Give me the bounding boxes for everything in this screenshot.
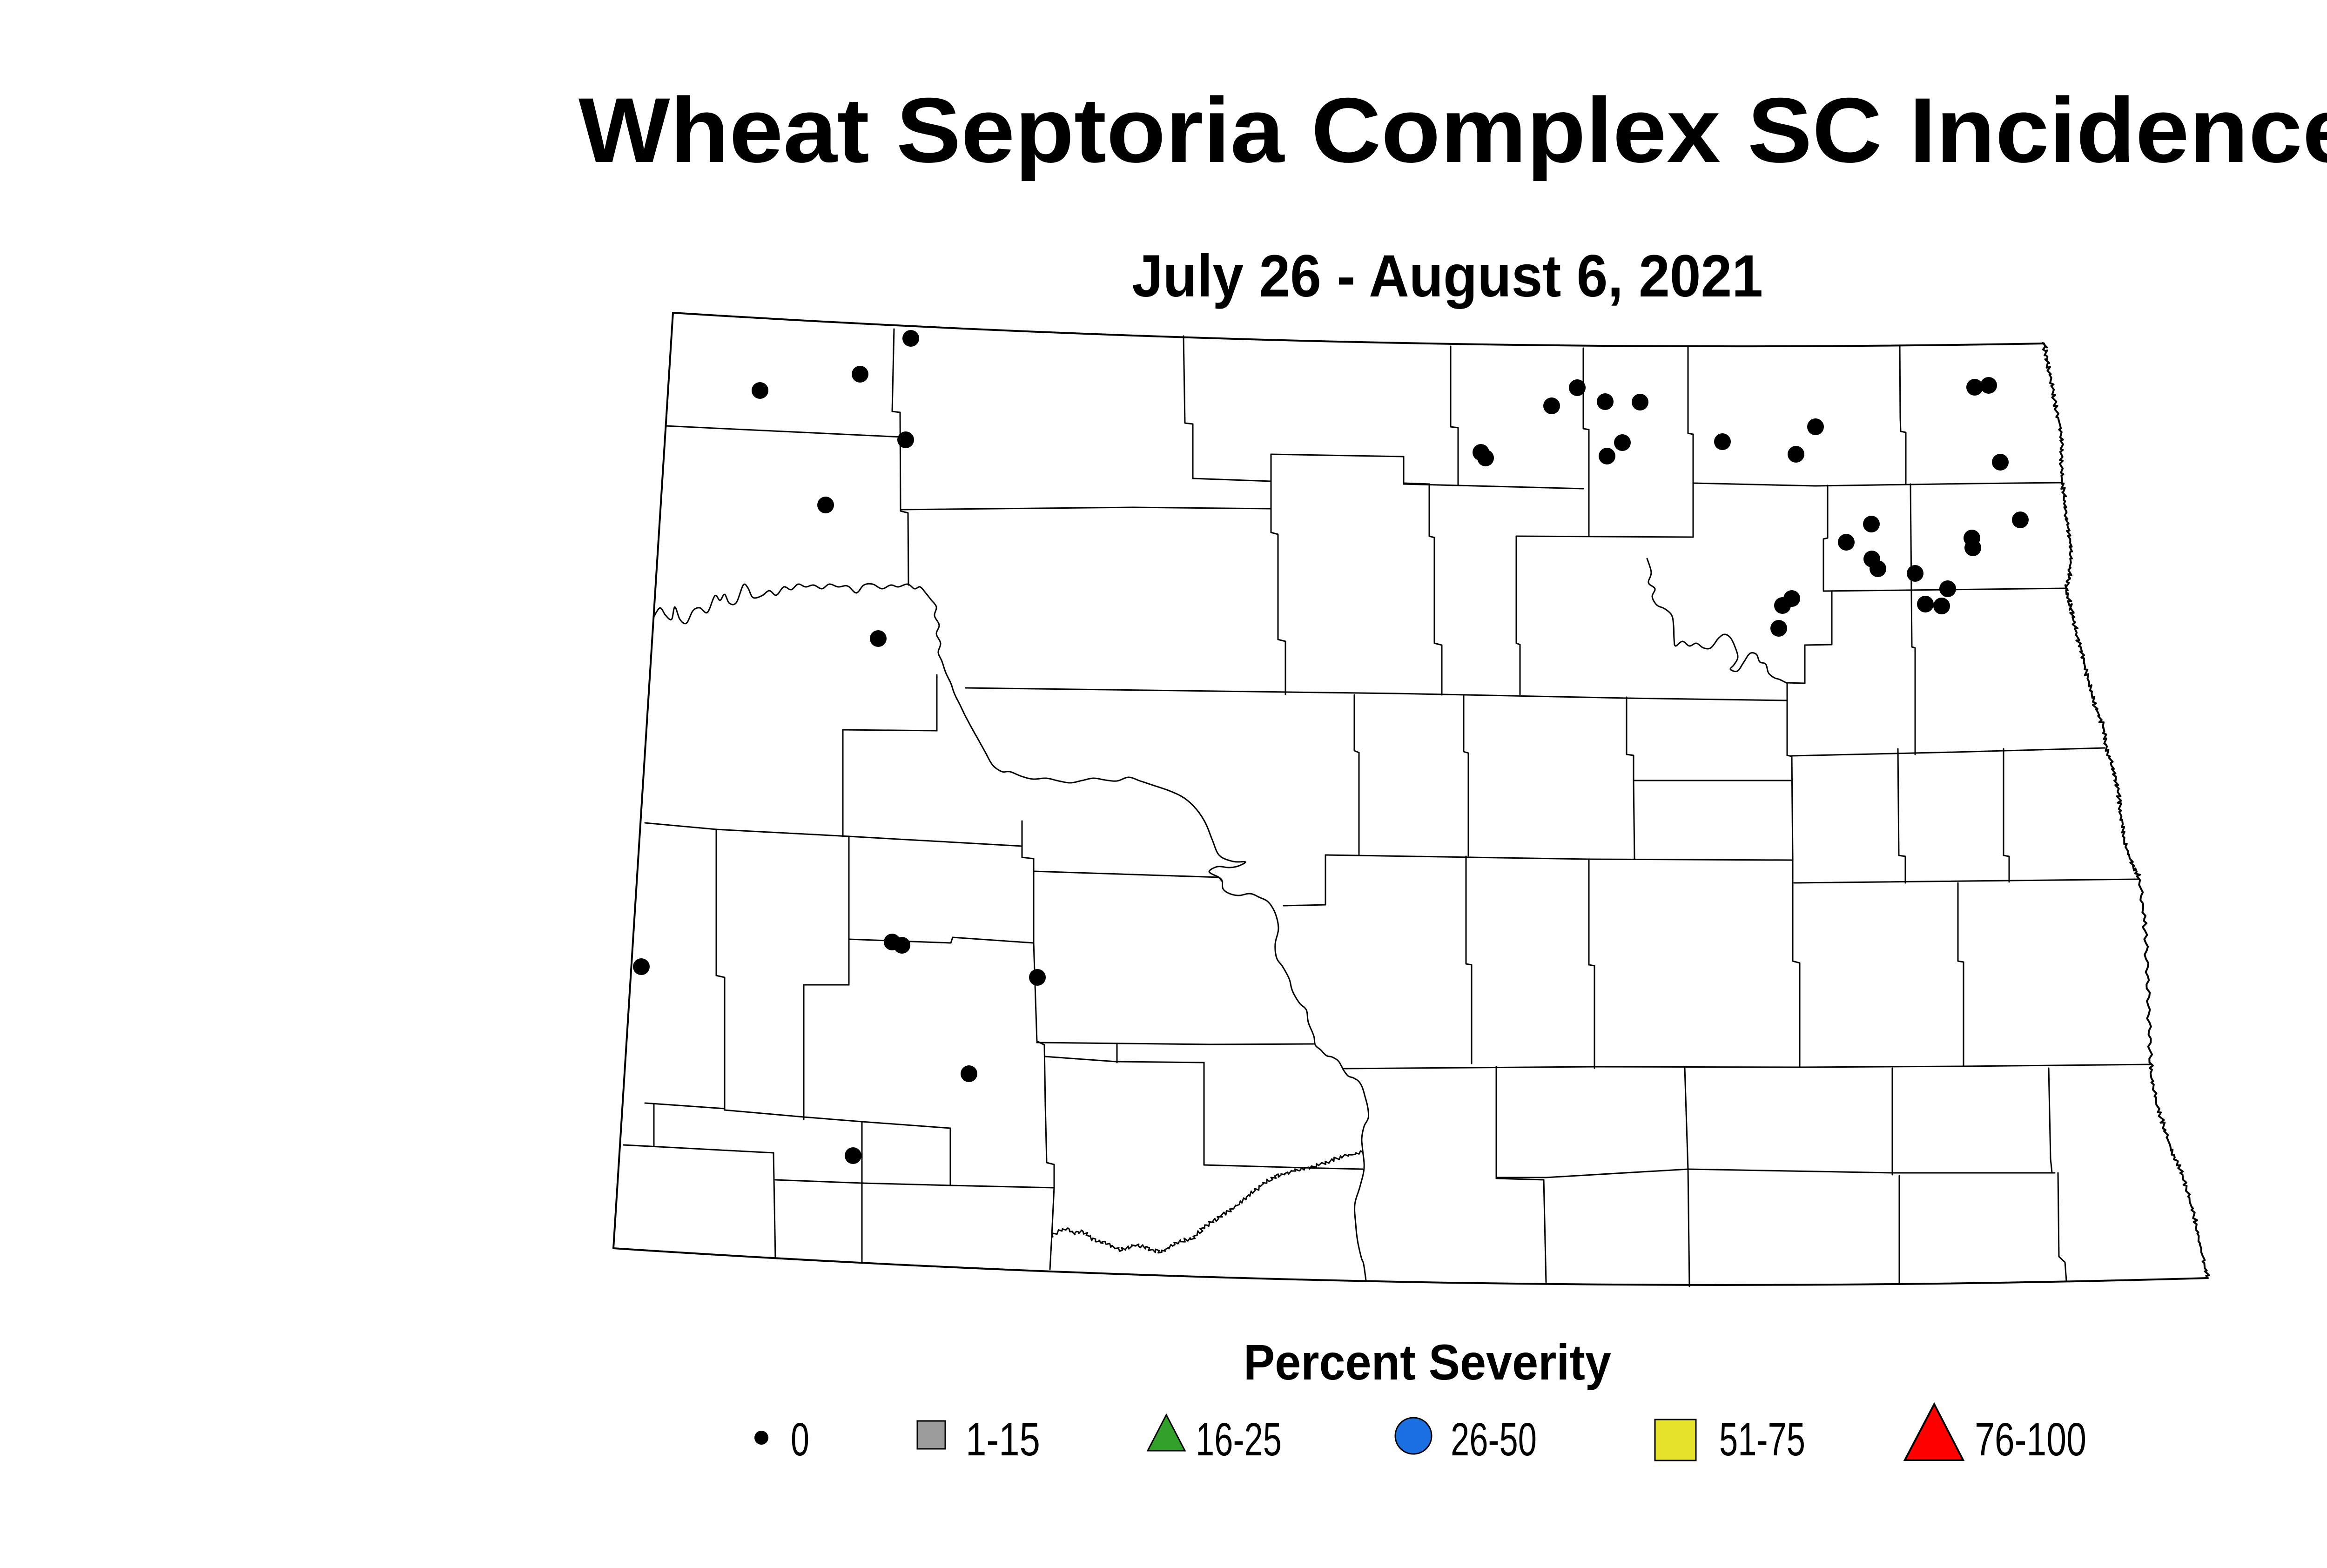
svg-text:Percent Severity: Percent Severity (1244, 1334, 1611, 1390)
svg-text:Wheat Septoria Complex SC Inci: Wheat Septoria Complex SC Incidence (578, 79, 2327, 182)
svg-text:76-100: 76-100 (1975, 1413, 2086, 1466)
svg-text:0: 0 (791, 1413, 809, 1466)
svg-text:July 26 - August 6, 2021: July 26 - August 6, 2021 (1132, 243, 1763, 310)
svg-text:1-15: 1-15 (966, 1413, 1040, 1466)
svg-text:16-25: 16-25 (1196, 1413, 1282, 1466)
svg-text:51-75: 51-75 (1719, 1413, 1805, 1466)
svg-text:26-50: 26-50 (1451, 1413, 1537, 1466)
